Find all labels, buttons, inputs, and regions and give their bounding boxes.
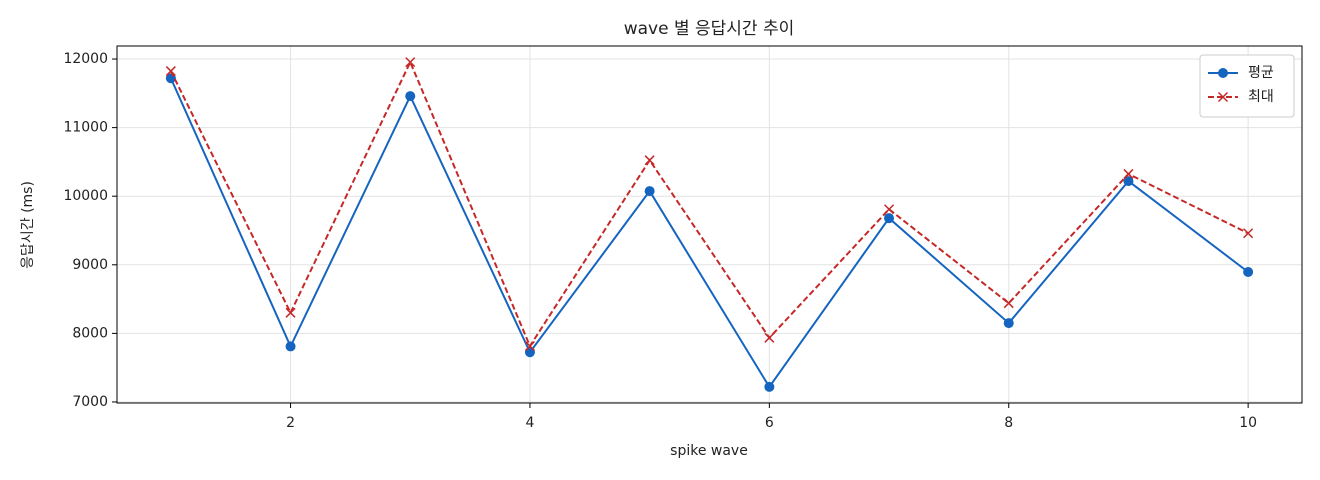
marker bbox=[764, 381, 775, 392]
marker bbox=[644, 155, 655, 166]
marker bbox=[884, 204, 895, 215]
marker bbox=[165, 66, 176, 77]
legend-marker bbox=[1218, 68, 1228, 78]
y-tick-label: 7000 bbox=[72, 394, 108, 410]
x-tick-label: 6 bbox=[765, 415, 774, 431]
x-tick-label: 10 bbox=[1239, 415, 1257, 431]
marker bbox=[1003, 318, 1014, 329]
marker bbox=[285, 307, 296, 318]
legend-label: 최대 bbox=[1248, 89, 1274, 105]
marker bbox=[1243, 228, 1254, 239]
y-tick-label: 12000 bbox=[63, 51, 108, 67]
marker bbox=[405, 57, 416, 68]
legend-label: 평균 bbox=[1248, 65, 1274, 81]
marker bbox=[1123, 168, 1134, 179]
marker bbox=[1243, 266, 1254, 277]
legend-box bbox=[1199, 54, 1295, 118]
x-tick-label: 4 bbox=[525, 415, 534, 431]
x-tick-label: 2 bbox=[286, 415, 295, 431]
y-axis-label: 응답시간 (ms) bbox=[20, 181, 36, 269]
marker bbox=[644, 186, 655, 197]
marker bbox=[285, 341, 296, 352]
y-tick-label: 11000 bbox=[63, 120, 108, 136]
marker bbox=[524, 341, 535, 352]
x-tick-label: 8 bbox=[1004, 415, 1013, 431]
marker bbox=[764, 332, 775, 343]
chart-title: wave 별 응답시간 추이 bbox=[624, 19, 795, 39]
marker bbox=[1003, 298, 1014, 309]
marker bbox=[884, 213, 895, 224]
y-tick-label: 8000 bbox=[72, 325, 108, 341]
y-tick-label: 10000 bbox=[63, 188, 108, 204]
series-line bbox=[169, 77, 1249, 389]
plot-frame bbox=[116, 45, 1303, 404]
marker bbox=[1123, 176, 1134, 187]
marker bbox=[524, 347, 535, 358]
x-axis-label: spike wave bbox=[670, 443, 748, 459]
y-tick-label: 9000 bbox=[72, 257, 108, 273]
legend-marker bbox=[1217, 91, 1229, 103]
series-line bbox=[169, 59, 1249, 349]
marker bbox=[405, 91, 416, 102]
